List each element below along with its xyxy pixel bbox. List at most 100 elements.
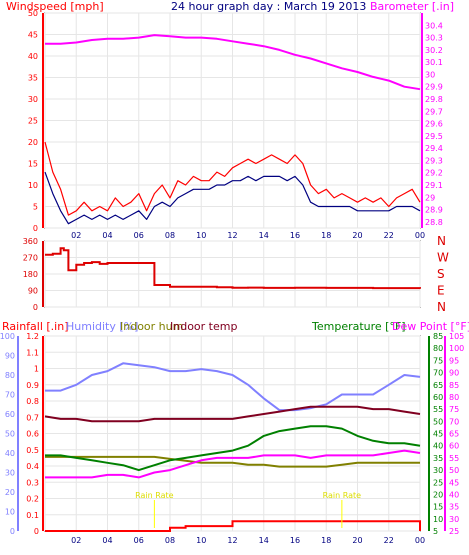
wind-x-tick-label: 00 <box>415 231 425 240</box>
weather-x-tick-label: 08 <box>165 536 175 545</box>
windspeed-axis-label: Windspeed [mph] <box>6 0 104 13</box>
dewpoint-y-tick-label: 35 <box>449 503 459 512</box>
rainfall-series-line <box>45 520 421 532</box>
temperature-y-tick-label: 60 <box>433 393 443 402</box>
temperature-y-tick-label: 15 <box>433 503 443 512</box>
humidity-axis-label: Humidity [%] <box>66 320 138 333</box>
temperature-y-tick-label: 10 <box>433 515 443 524</box>
weather-x-tick-label: 18 <box>321 536 331 545</box>
dewpoint-y-tick-label: 40 <box>449 490 459 499</box>
dewpoint-y-tick-label: 65 <box>449 430 459 439</box>
weather-x-tick-label: 12 <box>227 536 237 545</box>
direction-y-tick-label: 90 <box>28 287 38 296</box>
tick-labels-layer: 0510152025303540455028.828.92929.129.229… <box>0 9 464 545</box>
humidity-y-tick-label: 60 <box>5 410 15 419</box>
barometer-y-tick-label: 30 <box>425 70 435 79</box>
direction-y-tick-label: 270 <box>23 254 38 263</box>
temperature-y-tick-label: 35 <box>433 454 443 463</box>
rain-y-tick-label: 0.6 <box>26 430 39 439</box>
barometer-y-tick-label: 29.7 <box>425 107 443 116</box>
barometer-axis-label: Barometer [.in] <box>370 0 454 13</box>
wind-x-tick-label: 04 <box>102 231 112 240</box>
rain-y-tick-label: 0.9 <box>26 381 39 390</box>
wind-y-tick-label: 20 <box>28 138 38 147</box>
direction-y-tick-label: 360 <box>23 237 38 246</box>
dewpoint-y-tick-label: 80 <box>449 393 459 402</box>
wind-y-tick-label: 50 <box>28 9 38 18</box>
humidity-y-tick-label: 70 <box>5 391 15 400</box>
humidity-y-tick-label: 80 <box>5 371 15 380</box>
barometer-y-tick-label: 29 <box>425 193 435 202</box>
dewpoint-y-tick-label: 45 <box>449 478 459 487</box>
dewpoint-series-line <box>45 449 421 479</box>
humidity-y-tick-label: 100 <box>0 332 15 341</box>
dewpoint-y-tick-label: 25 <box>449 527 459 536</box>
direction-y-tick-label: 180 <box>23 270 38 279</box>
dewpoint-y-tick-label: 60 <box>449 442 459 451</box>
temperature-y-tick-label: 70 <box>433 369 443 378</box>
wind-y-tick-label: 45 <box>28 31 38 40</box>
rain-y-tick-label: 0.4 <box>26 462 39 471</box>
direction-y-tick-label: 0 <box>33 303 38 312</box>
barometer-y-tick-label: 28.9 <box>425 206 443 215</box>
temperature-y-tick-label: 20 <box>433 490 443 499</box>
dewpoint-y-tick-label: 70 <box>449 417 459 426</box>
barometer-y-tick-label: 29.5 <box>425 132 443 141</box>
humidity-y-tick-label: 30 <box>5 469 15 478</box>
indoor-hum-series-line <box>45 455 420 468</box>
wind-x-tick-label: 18 <box>321 231 331 240</box>
indoor-temp-series-line <box>44 405 421 423</box>
temperature-y-tick-label: 5 <box>433 527 438 536</box>
temperature-y-tick-label: 80 <box>433 344 443 353</box>
weather-x-tick-label: 00 <box>415 536 425 545</box>
weather-x-tick-label: 20 <box>352 536 362 545</box>
dewpoint-y-tick-label: 105 <box>449 332 464 341</box>
wind-x-tick-label: 12 <box>227 231 237 240</box>
barometer-series-line <box>45 34 421 91</box>
humidity-y-tick-label: 90 <box>5 352 15 361</box>
dewpoint-y-tick-label: 95 <box>449 356 459 365</box>
weather-x-tick-label: 22 <box>384 536 394 545</box>
direction-series-line <box>45 247 421 290</box>
barometer-y-tick-label: 29.8 <box>425 95 443 104</box>
temperature-axis-label: Temperature [°F] <box>311 320 406 333</box>
barometer-y-tick-label: 30.1 <box>425 58 443 67</box>
humidity-y-tick-label: 40 <box>5 449 15 458</box>
barometer-y-tick-label: 30.2 <box>425 46 443 55</box>
wind-y-tick-label: 10 <box>28 181 38 190</box>
rain-y-tick-label: 1.2 <box>26 332 39 341</box>
rain-y-tick-label: 0.7 <box>26 413 39 422</box>
series-layer <box>44 34 421 532</box>
temperature-y-tick-label: 50 <box>433 417 443 426</box>
wind-x-tick-label: 08 <box>165 231 175 240</box>
temperature-y-tick-label: 30 <box>433 466 443 475</box>
barometer-y-tick-label: 28.8 <box>425 218 443 227</box>
dewpoint-y-tick-label: 100 <box>449 344 464 353</box>
wind-y-tick-label: 30 <box>28 95 38 104</box>
rain-y-tick-label: 0.8 <box>26 397 39 406</box>
temperature-y-tick-label: 55 <box>433 405 443 414</box>
barometer-y-tick-label: 29.6 <box>425 120 443 129</box>
dewpoint-y-tick-label: 90 <box>449 369 459 378</box>
rain-y-tick-label: 0.2 <box>26 495 39 504</box>
barometer-y-tick-label: 29.9 <box>425 83 443 92</box>
temperature-y-tick-label: 65 <box>433 381 443 390</box>
dewpoint-y-tick-label: 30 <box>449 515 459 524</box>
chart-title: 24 hour graph day : March 19 2013 <box>171 0 366 13</box>
dewpoint-axis-label: Dew Point [°F] <box>392 320 469 333</box>
wind-y-tick-label: 5 <box>33 203 38 212</box>
dewpoint-y-tick-label: 55 <box>449 454 459 463</box>
temperature-y-tick-label: 75 <box>433 356 443 365</box>
barometer-y-tick-label: 29.2 <box>425 169 443 178</box>
weather-x-tick-label: 06 <box>134 536 144 545</box>
wind-x-tick-label: 14 <box>259 231 269 240</box>
compass-label: E <box>437 284 445 298</box>
rain-y-tick-label: 1.1 <box>26 348 39 357</box>
wind-x-tick-label: 16 <box>290 231 300 240</box>
temperature-y-tick-label: 85 <box>433 332 443 341</box>
wind-x-tick-label: 06 <box>134 231 144 240</box>
weather-x-tick-label: 04 <box>102 536 112 545</box>
wind-x-tick-label: 10 <box>196 231 206 240</box>
